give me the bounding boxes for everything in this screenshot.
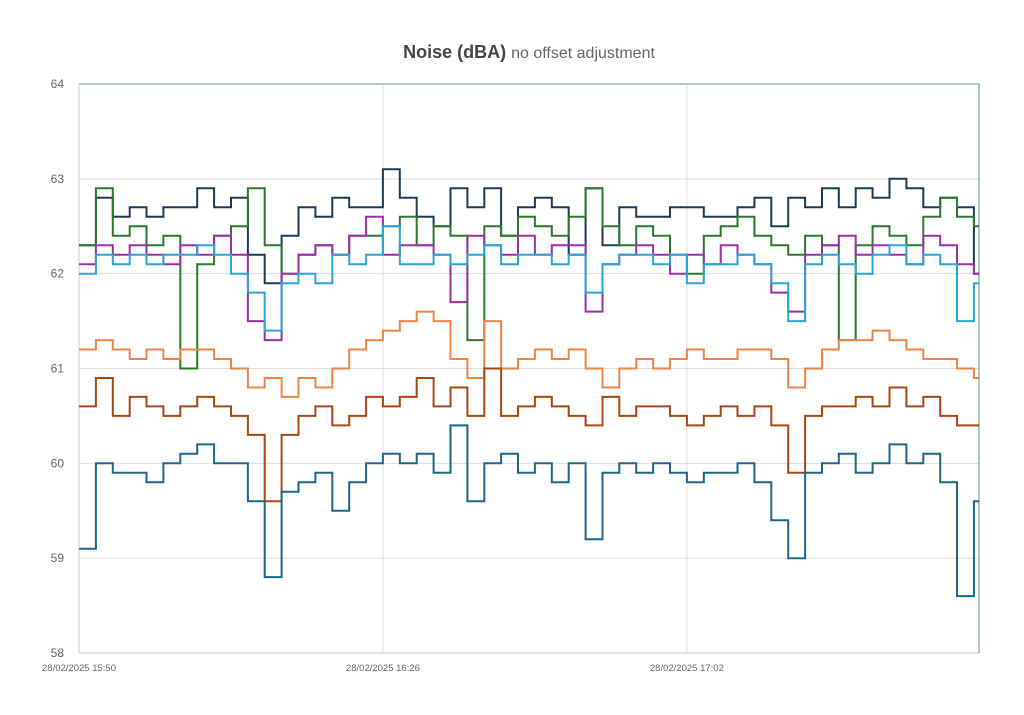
chart-title: Noise (dBA) no offset adjustment — [0, 42, 1024, 63]
axes: 58 59 60 61 62 63 64 28/02/2025 15:50 28/02/2025… — [42, 77, 980, 674]
series-lines — [79, 168, 979, 598]
y-tick-label: 64 — [51, 77, 65, 91]
grid — [79, 83, 979, 654]
chart-subtitle: no offset adjustment — [511, 45, 655, 62]
y-tick-label: 62 — [51, 267, 65, 281]
x-tick-label: 28/02/2025 17:02 — [650, 663, 724, 674]
series-light-blue — [79, 225, 979, 332]
x-tick-label: 28/02/2025 16:26 — [346, 663, 420, 674]
y-tick-label: 63 — [51, 172, 65, 186]
y-tick-label: 58 — [51, 646, 65, 660]
series-purple — [79, 215, 979, 342]
series-orange — [79, 310, 979, 398]
y-tick-label: 60 — [51, 456, 65, 470]
chart-title-main: Noise (dBA) — [403, 42, 507, 62]
x-tick-label: 28/02/2025 15:50 — [42, 663, 116, 674]
series-navy — [79, 168, 979, 285]
y-tick-label: 59 — [51, 551, 65, 565]
y-tick-label: 61 — [51, 362, 65, 376]
series-green — [79, 187, 979, 370]
series-brown — [79, 367, 979, 503]
series-teal — [79, 424, 979, 598]
